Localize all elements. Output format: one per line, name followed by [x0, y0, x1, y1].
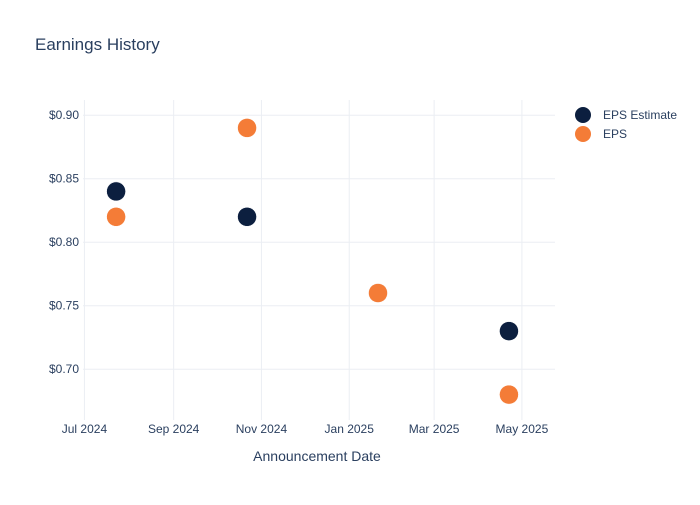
y-tick-label: $0.85	[49, 172, 79, 186]
data-points	[106, 118, 519, 405]
x-tick-label: Sep 2024	[148, 422, 200, 436]
legend-label-eps-estimate: EPS Estimate	[603, 108, 677, 122]
point-eps[interactable]	[499, 384, 519, 405]
x-tick-label: Nov 2024	[236, 422, 288, 436]
legend: EPS Estimate EPS	[575, 107, 677, 142]
x-tick-label: Mar 2025	[409, 422, 460, 436]
chart-title: Earnings History	[35, 35, 160, 54]
x-axis-label: Announcement Date	[253, 448, 381, 464]
x-tick-label: May 2025	[496, 422, 549, 436]
point-eps-estimate[interactable]	[499, 321, 519, 341]
y-tick-label: $0.70	[49, 362, 79, 376]
legend-label-eps: EPS	[603, 127, 627, 141]
point-eps-estimate[interactable]	[106, 181, 126, 202]
x-tick-label: Jan 2025	[325, 422, 375, 436]
y-tick-label: $0.90	[49, 108, 79, 122]
y-tick-label: $0.75	[49, 299, 79, 313]
legend-item-eps[interactable]: EPS	[575, 126, 627, 142]
legend-item-eps-estimate[interactable]: EPS Estimate	[575, 107, 677, 123]
point-eps[interactable]	[368, 283, 388, 303]
legend-marker-eps	[575, 126, 591, 142]
axis-tick-labels: $0.70 $0.75 $0.80 $0.85 $0.90 Jul 2024 Sep 202…	[49, 108, 549, 436]
point-eps[interactable]	[237, 118, 257, 138]
point-eps[interactable]	[106, 207, 126, 227]
y-tick-label: $0.80	[49, 235, 79, 249]
x-tick-label: Jul 2024	[62, 422, 108, 436]
point-eps-estimate[interactable]	[237, 207, 257, 227]
legend-marker-eps-estimate	[575, 107, 591, 123]
grid-lines	[83, 100, 555, 420]
